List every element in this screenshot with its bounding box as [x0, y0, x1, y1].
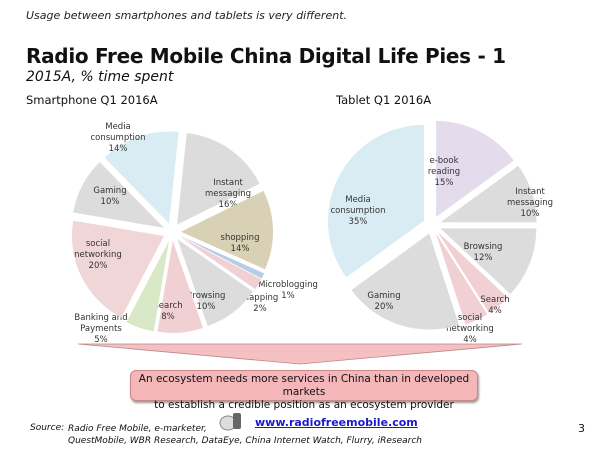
- slide-subtitle: 2015A, % time spent: [26, 69, 174, 85]
- pie-slice-gaming: [73, 162, 165, 228]
- callout-line-1: An ecosystem needs more services in Chin…: [138, 373, 470, 398]
- page-number: 3: [578, 422, 585, 435]
- slice-label: social networking 20%: [74, 239, 122, 271]
- pie-slice-media-consumption: [104, 131, 179, 224]
- pie-slice-media-consumption: [327, 124, 424, 278]
- slice-label: Search 8%: [153, 301, 182, 322]
- slice-label: Mapping 2%: [242, 293, 278, 314]
- logo-icon: [218, 410, 246, 432]
- source-text: Radio Free Mobile, e-marketer, QuestMobi…: [68, 423, 422, 447]
- slice-label: Banking and Payments 5%: [74, 313, 127, 345]
- pie-slice-shopping: [180, 190, 273, 270]
- slice-label: Browsing 12%: [464, 242, 503, 263]
- slice-label: social networking 4%: [446, 313, 494, 345]
- slice-label: Gaming 10%: [93, 186, 126, 207]
- slice-label: Media consumption 14%: [90, 122, 145, 154]
- website-link[interactable]: www.radiofreemobile.com: [255, 416, 418, 429]
- pie-slice-social-networking: [71, 220, 164, 318]
- pie-slice-search: [157, 240, 204, 333]
- slice-label: Instant messaging 10%: [507, 187, 553, 219]
- slice-label: Media consumption 35%: [330, 195, 385, 227]
- tablet-pie: e-book reading 15% Instant messaging 10% Brows…: [327, 120, 553, 345]
- source-label: Source:: [30, 423, 65, 433]
- slice-label: Browsing 10%: [187, 291, 226, 312]
- pie-slice-banking-and-payments: [126, 240, 170, 332]
- slice-label: e-book reading 15%: [428, 156, 460, 188]
- slide-title: Radio Free Mobile China Digital Life Pie…: [26, 44, 506, 68]
- slice-label: shopping 14%: [221, 233, 260, 254]
- pie-slice-mapping: [179, 236, 262, 290]
- pie-slice-search: [437, 231, 508, 313]
- smartphone-pie-title: Smartphone Q1 2016A: [26, 93, 158, 107]
- callout-arrow: [77, 343, 523, 365]
- slice-label: Instant messaging 16%: [205, 178, 251, 210]
- pie-slice-browsing: [177, 239, 253, 327]
- callout-box: An ecosystem needs more services in Chin…: [130, 370, 478, 411]
- pie-slice-gaming: [351, 233, 459, 330]
- tagline: Usage between smartphones and tablets is…: [26, 9, 348, 22]
- pie-slice-microblogging: [180, 235, 265, 279]
- pie-slice-instant-messaging: [440, 165, 537, 223]
- pie-slice-instant-messaging: [177, 133, 260, 225]
- tablet-pie-title: Tablet Q1 2016A: [336, 93, 432, 107]
- slice-label: Gaming 20%: [367, 291, 400, 312]
- source-line-1: Radio Free Mobile, e-marketer,: [68, 424, 207, 434]
- slice-label: Microblogging 1%: [258, 280, 318, 301]
- pie-slice-browsing: [440, 228, 537, 295]
- smartphone-pie: Instant messaging 16% shopping 14% Microblogg…: [71, 122, 318, 345]
- slice-label: Search 4%: [480, 295, 509, 316]
- pie-slice-e-book-reading: [436, 120, 514, 217]
- source-line-2: QuestMobile, WBR Research, DataEye, Chin…: [68, 436, 423, 446]
- pie-slice-social-networking: [435, 233, 488, 325]
- callout-line-2: to establish a credible position as an e…: [154, 399, 454, 411]
